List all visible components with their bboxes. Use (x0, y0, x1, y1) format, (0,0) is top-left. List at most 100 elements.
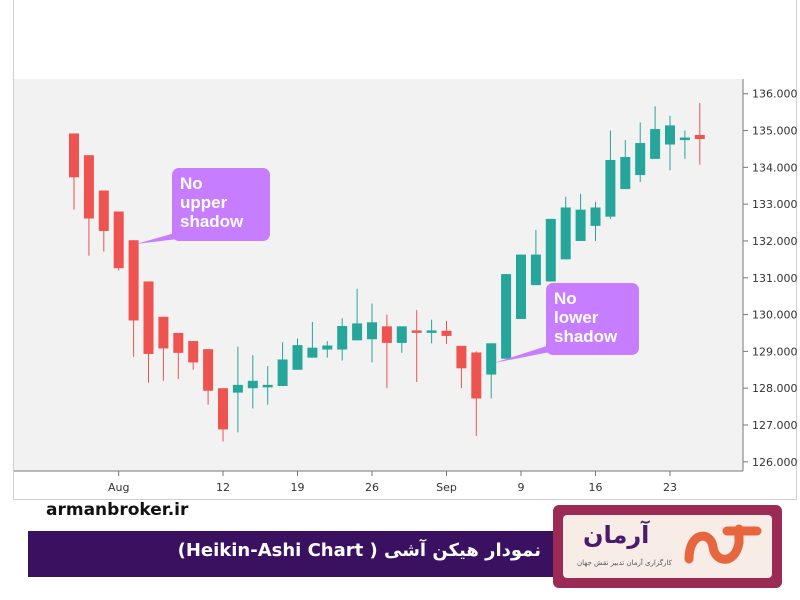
candle-body (560, 207, 571, 260)
candle-body (426, 330, 437, 333)
heikin-ashi-chart: 126.000 127.000 128.000 129.000 130.000 131.0… (14, 79, 798, 494)
y-tick-label: 132.000 (752, 235, 798, 248)
candle-body (486, 343, 497, 375)
y-tick-label: 128.000 (752, 382, 798, 395)
candle (322, 341, 333, 358)
candle-body (188, 341, 199, 363)
x-tick-label: 26 (365, 481, 379, 494)
candle (277, 342, 288, 386)
candle (352, 288, 363, 341)
candle (218, 388, 228, 442)
candle-body (590, 207, 601, 226)
candle-body (575, 209, 586, 241)
candle-body (322, 345, 333, 350)
candle (307, 321, 318, 358)
candle (694, 102, 705, 165)
candle-body (218, 388, 228, 430)
callout-text: shadow (180, 212, 244, 231)
logo-tagline: کارگزاری آرمان تدبیر نقش جهان (577, 559, 672, 567)
candle (337, 318, 348, 361)
y-tick-label: 127.000 (752, 419, 798, 432)
x-tick-label: 16 (589, 481, 603, 494)
candle-body (158, 316, 169, 349)
candle-body (620, 157, 631, 190)
candle (545, 218, 556, 282)
plot-area (14, 79, 743, 471)
brand-logo: آرمان کارگزاری آرمان تدبیر نقش جهان (553, 505, 782, 588)
frame-line-bottom (13, 499, 797, 500)
candle (620, 140, 631, 190)
callout-box (546, 283, 639, 355)
candle (411, 310, 422, 382)
y-tick-label: 133.000 (752, 198, 798, 211)
banner-title: نمودار هیکن آشی ( Heikin-Ashi Chart) (177, 540, 541, 561)
candle (143, 281, 154, 383)
candle-body (441, 330, 452, 336)
candle (665, 115, 675, 171)
candle-body (69, 133, 79, 178)
candle-body (143, 281, 154, 354)
y-tick-label: 135.000 (752, 125, 798, 138)
candle-body (665, 125, 675, 145)
candle (516, 254, 526, 319)
candle (650, 106, 661, 159)
candle (381, 314, 392, 389)
x-tick-label: Sep (436, 481, 457, 494)
x-tick-label: 9 (518, 481, 525, 494)
candle (367, 303, 377, 363)
candle-body (650, 129, 661, 159)
x-axis: Aug 12 19 26 Sep 9 16 23 (108, 471, 677, 494)
candle (158, 316, 169, 381)
candle (247, 355, 258, 409)
candle (501, 274, 512, 359)
candle-body (694, 134, 705, 139)
candle-body (173, 332, 184, 353)
candle (203, 349, 214, 405)
frame-line-right (796, 0, 797, 500)
x-tick-label: Aug (108, 481, 129, 494)
y-tick-label: 126.000 (752, 456, 798, 469)
candle (471, 351, 482, 437)
y-tick-label: 131.000 (752, 272, 798, 285)
candle (590, 201, 601, 241)
candle-body (516, 254, 526, 319)
candle (530, 229, 541, 286)
y-tick-label: 130.000 (752, 309, 798, 322)
logo-mark-icon (684, 524, 762, 564)
candle (635, 122, 646, 183)
candle (188, 341, 199, 370)
candle (232, 346, 243, 433)
x-tick-label: 12 (216, 481, 230, 494)
candle-body (381, 326, 392, 343)
candle-body (679, 137, 690, 141)
logo-panel: آرمان کارگزاری آرمان تدبیر نقش جهان (563, 515, 772, 578)
candle-body (98, 190, 109, 232)
candle (83, 155, 94, 256)
y-tick-label: 129.000 (752, 345, 798, 358)
candle (69, 133, 79, 210)
candle (98, 190, 109, 252)
candle (128, 240, 139, 357)
frame-line-left (13, 0, 14, 500)
candle-body (530, 254, 541, 286)
title-banner: نمودار هیکن آشی ( Heikin-Ashi Chart) (28, 531, 555, 577)
candle-body (292, 345, 303, 370)
candle-body (367, 322, 377, 340)
candle (441, 320, 452, 345)
candle-body (262, 384, 273, 388)
callout-text: upper (180, 193, 228, 212)
candle (113, 211, 124, 271)
callout-text: shadow (554, 327, 618, 346)
candle-body (352, 323, 363, 341)
y-tick-label: 134.000 (752, 161, 798, 174)
candle (456, 345, 467, 389)
candle-body (247, 380, 258, 389)
y-tick-label: 136.000 (752, 88, 798, 101)
candle-body (635, 143, 646, 176)
candle (679, 130, 690, 159)
candle-body (605, 159, 616, 217)
candle (575, 193, 586, 241)
candle (173, 332, 184, 379)
callout-pointer (494, 343, 560, 363)
